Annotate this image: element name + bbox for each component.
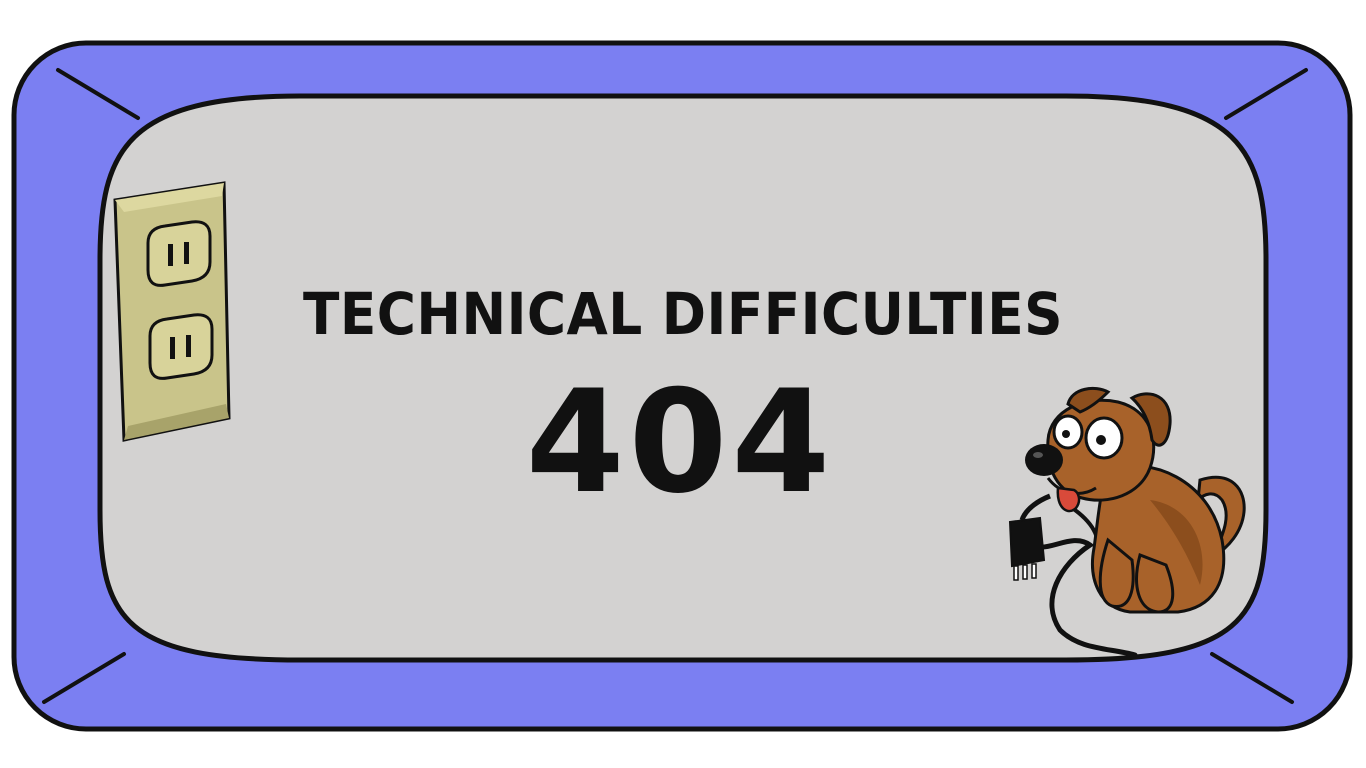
error-code: 404	[525, 360, 835, 525]
error-title: TECHNICAL DIFFICULTIES	[302, 280, 1064, 348]
puppy-with-unplugged-cord-icon	[1008, 387, 1246, 658]
wall-outlet-icon	[113, 181, 231, 442]
bezel-corner-lines	[42, 68, 1308, 704]
tv-screen	[97, 93, 1269, 663]
